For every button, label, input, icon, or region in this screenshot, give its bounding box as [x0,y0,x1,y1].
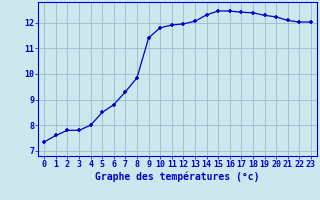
X-axis label: Graphe des températures (°c): Graphe des températures (°c) [95,172,260,182]
